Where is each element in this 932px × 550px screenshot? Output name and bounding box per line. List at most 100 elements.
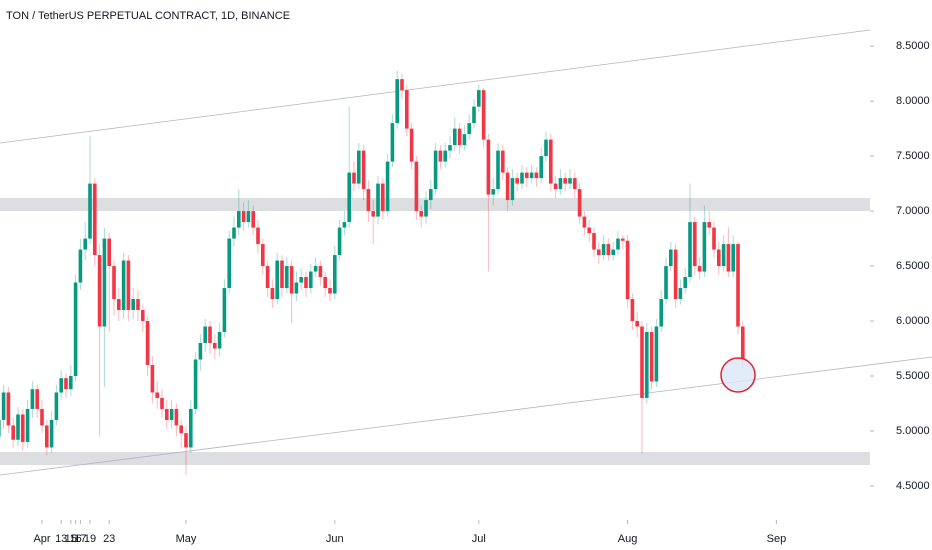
y-tick-label: 8.0000 (896, 95, 930, 107)
candle-body (520, 172, 524, 184)
candle-body (726, 244, 731, 272)
candle-body (678, 288, 683, 300)
candle-body (88, 183, 92, 239)
resistance-zone (0, 198, 870, 211)
candle-body (741, 326, 745, 360)
candle-body (376, 183, 380, 217)
candle-body (553, 183, 558, 190)
candle-body (453, 128, 457, 146)
candle-body (477, 90, 481, 107)
candle-body (318, 266, 323, 278)
candle-body (313, 266, 318, 272)
x-tick-label: Aug (618, 533, 638, 545)
candle-body (405, 90, 409, 129)
x-tick-label: 23 (103, 533, 115, 545)
candle-body (597, 249, 601, 256)
highlight-circle (720, 357, 756, 393)
candle-body (184, 433, 188, 448)
candle-body (342, 222, 347, 228)
candle-body (246, 211, 251, 223)
candle-body (496, 150, 500, 190)
candle-body (337, 227, 342, 256)
candle-body (213, 343, 217, 349)
candle-body (529, 172, 534, 179)
candle-body (304, 277, 308, 289)
candle-body (606, 244, 611, 256)
candle-body (275, 260, 279, 300)
upper-trendline (0, 29, 871, 144)
candle-body (673, 249, 678, 300)
support-zone (0, 452, 870, 465)
candle-body (83, 238, 87, 250)
candle-body (429, 189, 433, 201)
y-tick-label: 4.5000 (896, 480, 930, 492)
candle-body (222, 288, 227, 333)
candle-body (635, 321, 639, 327)
candle-body (21, 414, 25, 442)
candle-body (73, 282, 78, 376)
candle-body (251, 211, 255, 228)
candle-body (525, 172, 529, 179)
candle-body (160, 397, 164, 409)
candle-body (232, 227, 236, 239)
candle-body (616, 238, 620, 250)
candle-body (265, 266, 270, 289)
candle-body (697, 266, 702, 272)
candle-body (702, 222, 707, 272)
candle-body (361, 150, 366, 190)
candle-body (93, 183, 97, 256)
candle-body (448, 145, 452, 151)
candle-body (285, 266, 289, 289)
x-tick-label: Sep (767, 533, 787, 545)
candle-body (486, 139, 491, 195)
candle-body (592, 233, 596, 250)
candle-body (414, 161, 419, 212)
candle-body (11, 425, 15, 440)
candle-body (141, 310, 145, 322)
y-tick-label: 6.0000 (896, 315, 930, 327)
candle-body (395, 79, 399, 124)
candle-body (347, 172, 351, 223)
candle-body (630, 299, 635, 322)
candle-body (0, 419, 1, 437)
candle-body (717, 249, 721, 267)
y-tick-label: 5.5000 (896, 370, 930, 382)
candle-body (664, 266, 668, 300)
candle-body (145, 321, 150, 365)
candle-body (621, 238, 625, 241)
candle-body (381, 183, 385, 212)
candle-body (563, 178, 567, 184)
candle-body (400, 79, 404, 91)
candle-body (54, 392, 59, 420)
candle-body (505, 172, 510, 201)
candle-body (721, 244, 726, 267)
candle-body (352, 172, 356, 184)
candle-body (217, 332, 222, 349)
candle-body (385, 161, 390, 212)
candle-body (112, 266, 116, 300)
candle-body (649, 332, 654, 382)
candle-body (707, 222, 711, 228)
candle-body (558, 178, 563, 190)
candle-body (189, 408, 193, 448)
candle-body (481, 90, 486, 140)
candle-body (443, 150, 447, 162)
candle-body (280, 260, 284, 289)
candle-body (45, 425, 49, 448)
plot-area (0, 29, 932, 476)
candle-body (35, 389, 39, 409)
x-tick-label: 17 (74, 533, 86, 545)
candle-body (549, 139, 553, 184)
candle-body (165, 408, 169, 420)
candle-body (424, 200, 428, 217)
candle-body (611, 249, 615, 256)
x-tick-label: Apr (33, 533, 50, 545)
candle-body (107, 238, 111, 267)
candle-body (25, 408, 30, 442)
candle-body (515, 178, 519, 184)
candle-body (102, 238, 107, 327)
candle-body (155, 392, 159, 398)
candle-body (333, 255, 337, 294)
candle-body (131, 299, 135, 311)
candle-body (241, 211, 246, 223)
